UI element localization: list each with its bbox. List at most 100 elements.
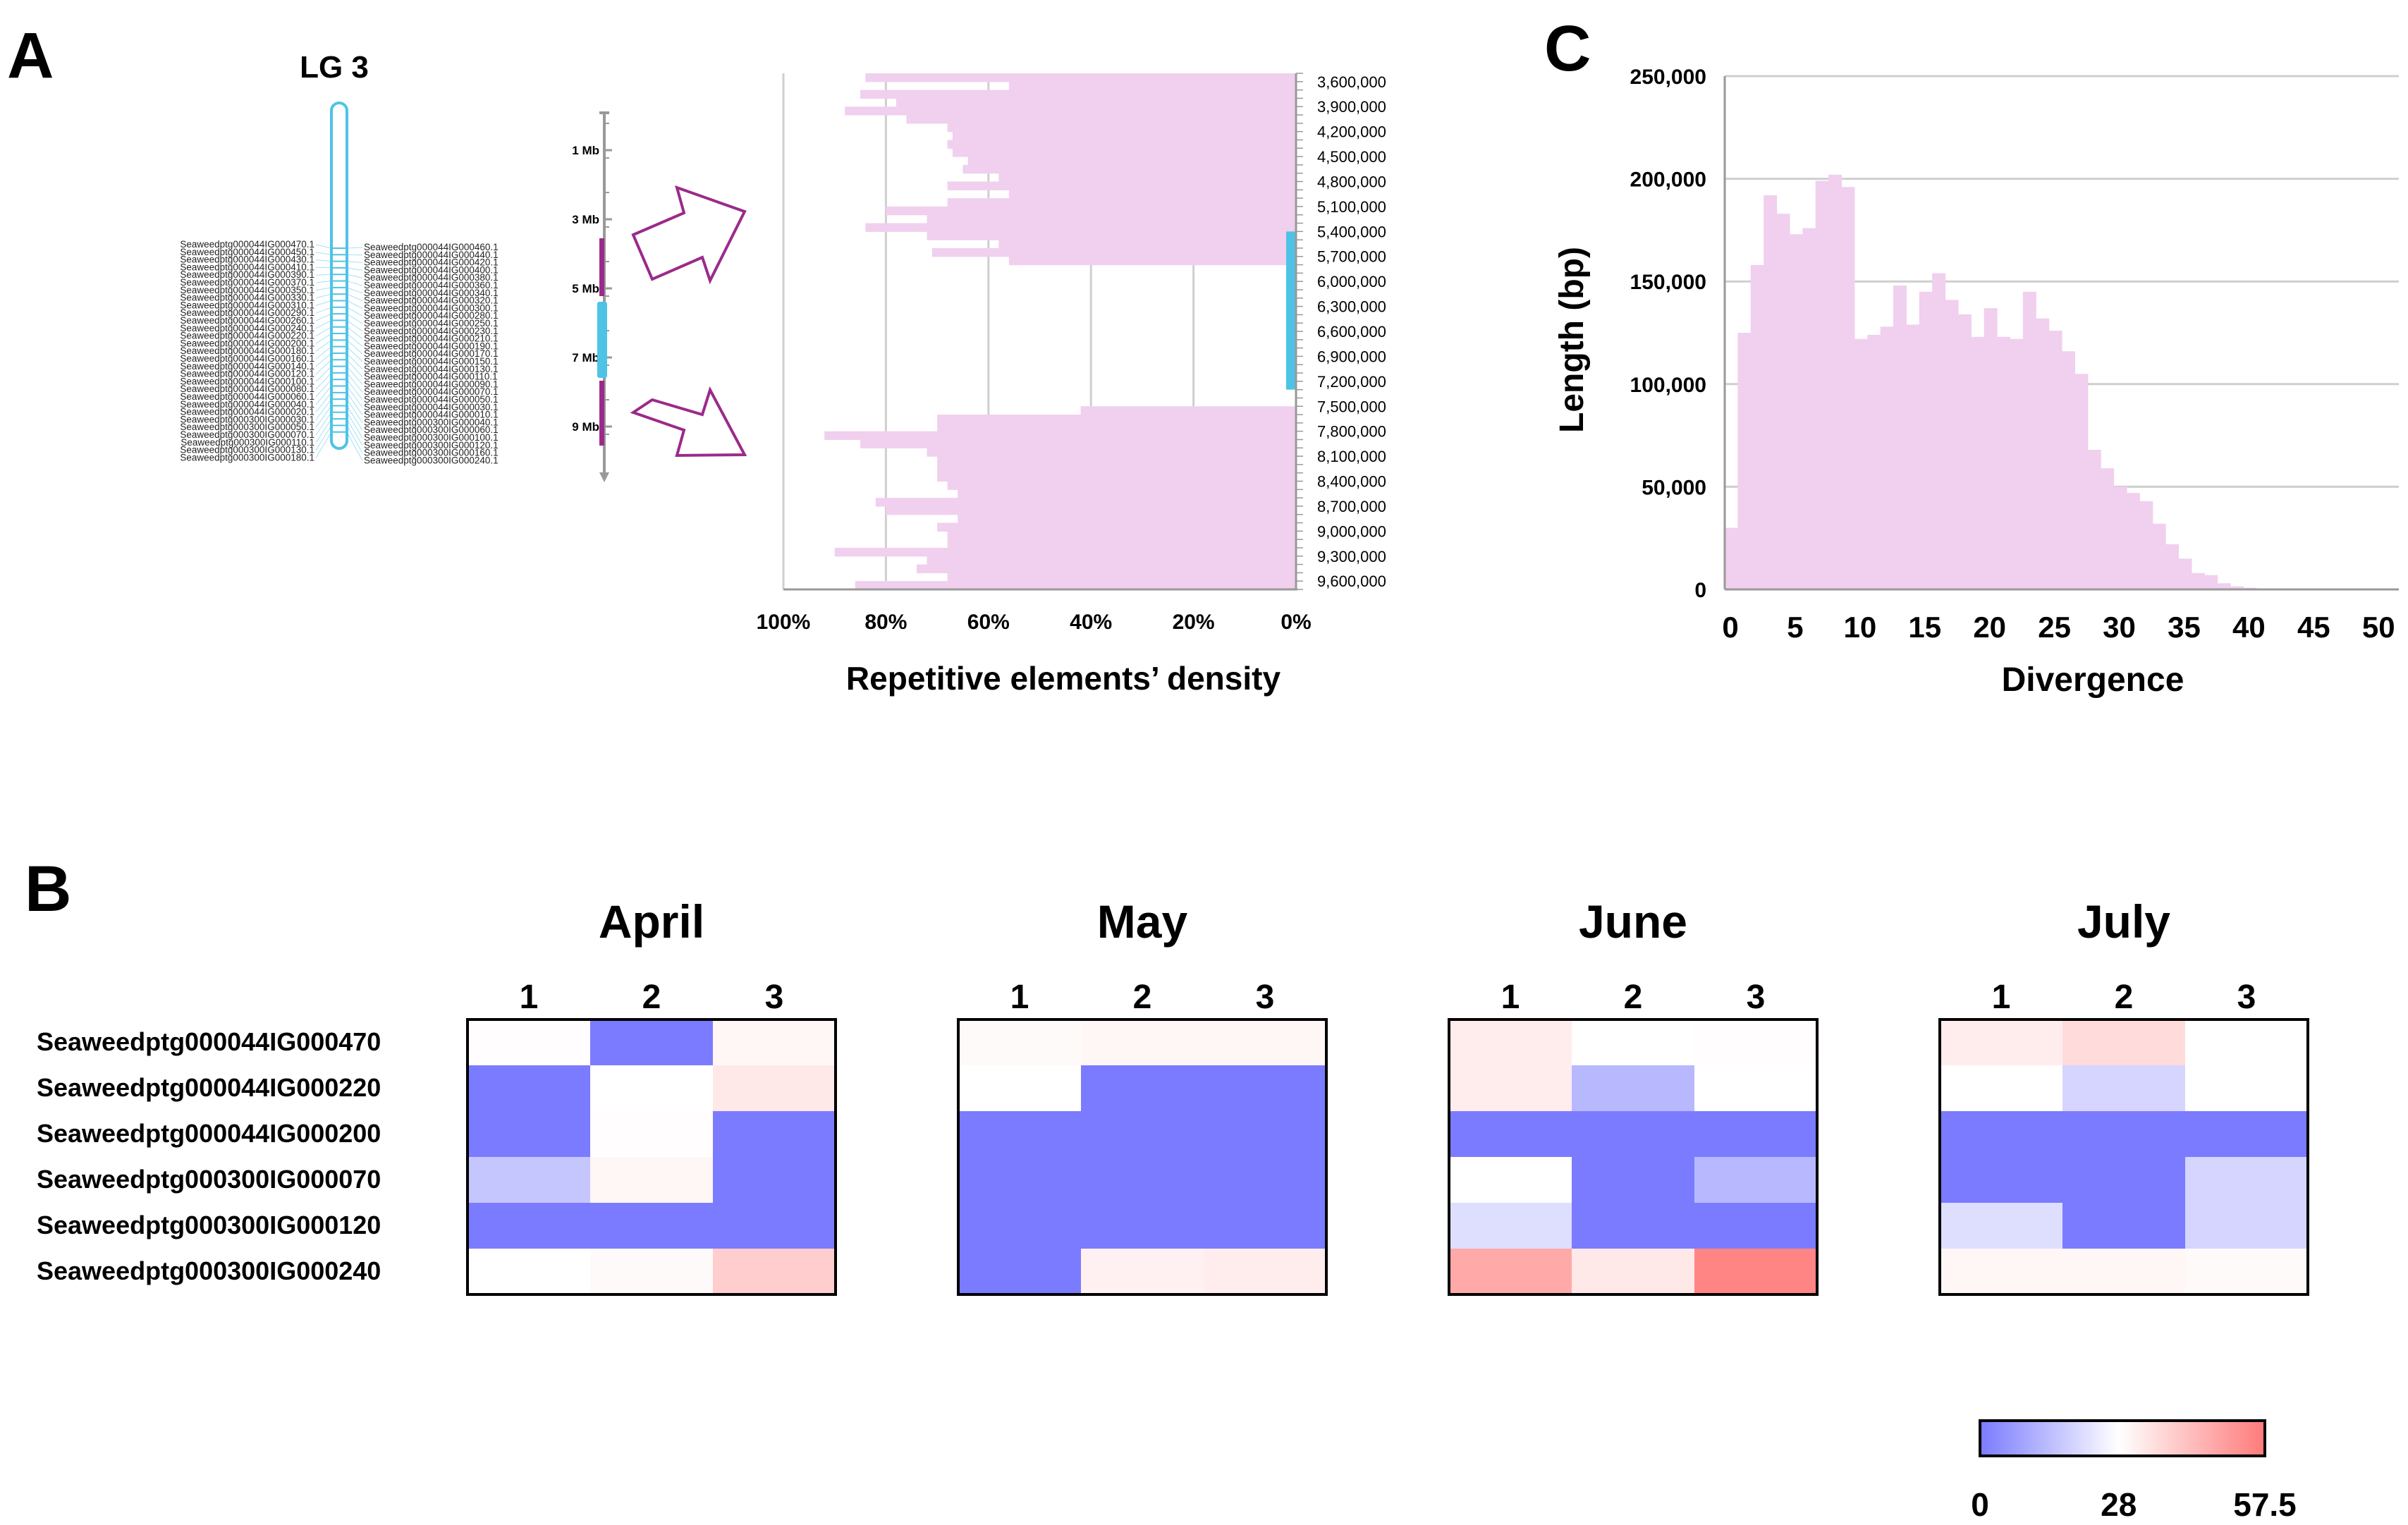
heatmap-cell: [1572, 1019, 1695, 1066]
lg3-left-gene-label: Seaweedptg000044IG000430.1: [180, 255, 314, 265]
heatmap-row-labels: Seaweedptg000044IG000470 Seaweedptg000044…: [37, 1027, 381, 1285]
divergence-bar: [1776, 214, 1790, 589]
density-bar: [1008, 190, 1296, 199]
divergence-bar: [2178, 558, 2192, 589]
density-bar: [937, 456, 1296, 465]
lg3-connector-line: [346, 425, 363, 453]
heatmap-border: [1938, 1018, 2309, 1296]
divergence-bar: [1789, 234, 1803, 589]
lg3-connector-line: [315, 252, 332, 255]
divergence-bar: [2126, 493, 2140, 589]
density-x-tick-label: 80%: [864, 611, 907, 634]
density-x-tick-label: 60%: [967, 611, 1010, 634]
heatmap-border: [1448, 1018, 1819, 1296]
lg3-connector-line: [346, 247, 363, 249]
lg3-connector-line: [315, 346, 332, 360]
density-chart: 3,600,000 3,900,000 4,200,000 4,500,000 4,80…: [757, 73, 1386, 697]
density-y-tick-label: 6,000,000: [1317, 273, 1386, 290]
lg3-connector-line: [315, 425, 332, 451]
lg3-left-gene-label: Seaweedptg000044IG000390.1: [180, 269, 314, 280]
divergence-bar: [2152, 523, 2166, 589]
lg3-right-gene-label: Seaweedptg000044IG000320.1: [364, 295, 499, 306]
lg3-left-gene-label: Seaweedptg000044IG000020.1: [180, 407, 314, 417]
heatmap-cell: [1204, 1203, 1327, 1249]
divergence-bar: [2217, 583, 2231, 589]
heatmap-title: May: [1097, 895, 1188, 948]
heatmap-cell: [2185, 1065, 2309, 1112]
heatmap-cell: [1572, 1249, 1695, 1295]
lg3-connector-line: [315, 293, 332, 299]
lg3-right-gene-label: Seaweedptg000044IG000010.1: [364, 410, 499, 420]
divergence-bar: [2204, 575, 2218, 589]
heatmap-cell: [1694, 1111, 1818, 1158]
heatmap-cell: [590, 1019, 714, 1066]
density-bar: [998, 240, 1296, 249]
lg3-connector-line: [315, 326, 332, 337]
mb-scale-arrow-icon: [599, 472, 609, 482]
lg3-right-gene-label: Seaweedptg000044IG000250.1: [364, 318, 499, 329]
lg3-right-gene-label: Seaweedptg000044IG000460.1: [364, 242, 499, 252]
heatmap-cell: [1204, 1249, 1327, 1295]
density-bar: [865, 73, 1296, 82]
heatmap-cell: [1694, 1065, 1818, 1112]
lg3-left-gene-label: Seaweedptg000044IG000060.1: [180, 391, 314, 402]
heatmap-cell: [958, 1249, 1082, 1295]
lg3-connector-line: [315, 398, 332, 420]
density-y-tick-label: 7,800,000: [1317, 423, 1386, 441]
lg3-connector-lines: [315, 244, 363, 461]
lg3-connector-line: [346, 405, 363, 431]
color-scale-tick-labels: 0 28 57.5: [1971, 1486, 2297, 1523]
density-bar: [952, 131, 1296, 141]
expression-heatmaps: Seaweedptg000044IG000470 Seaweedptg000044…: [37, 895, 2309, 1296]
lg3-right-gene-label: Seaweedptg000044IG000360.1: [364, 280, 499, 290]
heatmap-cell: [1081, 1019, 1204, 1066]
heatmap-cell: [2185, 1111, 2309, 1158]
density-y-tick-label: 4,200,000: [1317, 123, 1386, 141]
density-y-tick-label: 9,600,000: [1317, 572, 1386, 590]
density-bar: [917, 564, 1296, 573]
heatmap-cell: [1694, 1203, 1818, 1249]
lg3-connector-line: [346, 431, 363, 461]
heatmap-cell: [2062, 1019, 2186, 1066]
heatmap-panels: April 1 2 3 May 1 2 3 June 1 2 3 July 1 2 3: [466, 895, 2309, 1296]
divergence-chart: 0 50,000 100,000 150,000 200,000 250,000 0 5 10…: [1553, 66, 2399, 699]
density-bar: [937, 522, 1296, 532]
heatmap-column-label: 1: [520, 979, 539, 1016]
lg3-right-gene-label: Seaweedptg000044IG000130.1: [364, 364, 499, 374]
heatmap-cell: [1940, 1111, 2063, 1158]
lg3-right-gene-label: Seaweedptg000044IG000440.1: [364, 250, 499, 260]
divergence-bar: [1750, 264, 1764, 589]
density-y-tick-label: 8,100,000: [1317, 448, 1386, 465]
divergence-x-tick-label: 50: [2362, 611, 2395, 644]
heatmap-cell: [1694, 1157, 1818, 1204]
lg3-right-gene-label: Seaweedptg000044IG000170.1: [364, 348, 499, 359]
divergence-bar: [1802, 228, 1816, 589]
heatmap-row-label: Seaweedptg000300IG000120: [37, 1211, 381, 1239]
lg3-left-gene-label: Seaweedptg000044IG000350.1: [180, 285, 314, 295]
density-bar: [947, 481, 1296, 490]
lg3-left-gene-label: Seaweedptg000044IG000120.1: [180, 369, 314, 379]
lg3-right-gene-label: Seaweedptg000300IG000060.1: [364, 424, 499, 435]
heatmap-column-label: 3: [1747, 979, 1766, 1016]
divergence-x-tick-label: 25: [2038, 611, 2071, 644]
heatmap-cell: [467, 1111, 591, 1158]
panel-label-b: B: [25, 853, 71, 925]
heatmap-row-label: Seaweedptg000044IG000200: [37, 1119, 381, 1148]
lg3-right-gene-label: Seaweedptg000044IG000380.1: [364, 272, 499, 283]
color-scale-tick-label: 28: [2101, 1486, 2137, 1523]
density-bar: [927, 556, 1296, 565]
lg3-connector-line: [315, 359, 332, 374]
heatmap-cell: [1204, 1019, 1327, 1066]
color-scale-tick-label: 57.5: [2233, 1486, 2297, 1523]
divergence-bar: [2062, 351, 2075, 589]
lg3-right-gene-label: Seaweedptg000044IG000190.1: [364, 341, 499, 351]
density-bar: [927, 231, 1296, 240]
lg3-left-gene-label: Seaweedptg000044IG000240.1: [180, 323, 314, 333]
heatmap-cell: [590, 1111, 714, 1158]
density-bar: [967, 157, 1296, 166]
lg3-left-gene-label: Seaweedptg000300IG000030.1: [180, 414, 314, 424]
divergence-x-tick-label: 20: [1973, 611, 2006, 644]
lg3-right-gene-label: Seaweedptg000300IG000040.1: [364, 417, 499, 427]
divergence-x-tick-label: 45: [2297, 611, 2330, 644]
heatmap-cell: [1940, 1203, 2063, 1249]
